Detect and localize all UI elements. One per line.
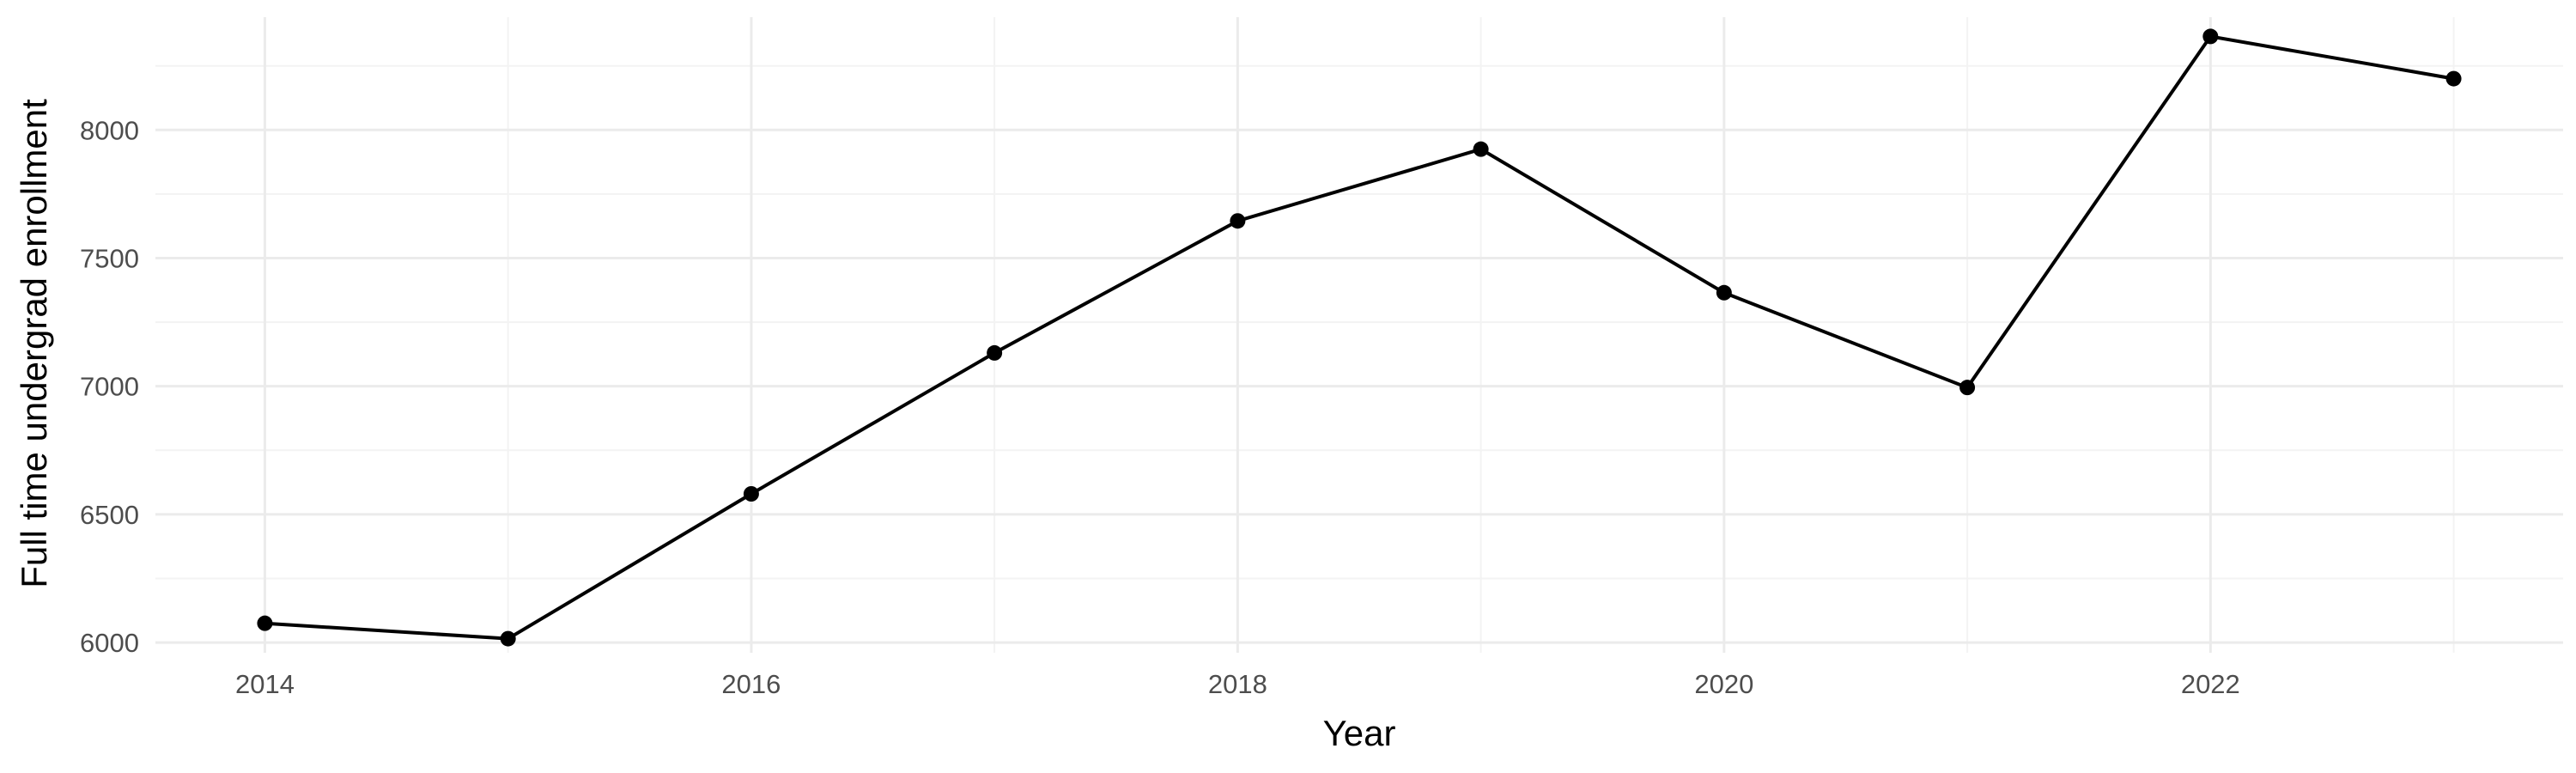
data-point [1959,380,1976,396]
y-axis-title: Full time undergrad enrollment [14,99,54,588]
y-tick-label: 7000 [80,372,139,402]
data-point [1716,284,1732,301]
x-axis-tick-labels: 2014 2016 2018 2020 2022 [235,669,2240,699]
grid [155,17,2563,653]
x-tick-label: 2016 [721,669,781,699]
x-axis-title: Year [1323,713,1396,753]
y-tick-label: 6000 [80,628,139,658]
series-line [264,34,2454,641]
data-point [987,344,1003,361]
y-axis-tick-labels: 6000 6500 7000 7500 8000 [80,115,139,658]
data-point [2445,70,2462,87]
data-point [500,630,516,647]
y-tick-label: 7500 [80,243,139,273]
x-tick-label: 2014 [235,669,295,699]
y-tick-label: 6500 [80,500,139,530]
x-tick-label: 2020 [1694,669,1753,699]
data-point [257,615,273,631]
x-tick-label: 2022 [2181,669,2240,699]
y-tick-label: 8000 [80,115,139,145]
x-tick-label: 2018 [1208,669,1267,699]
data-point [1473,141,1489,157]
data-point [1230,213,1246,229]
data-point [743,486,759,502]
series-layer [257,28,2462,647]
data-point [2202,28,2219,45]
